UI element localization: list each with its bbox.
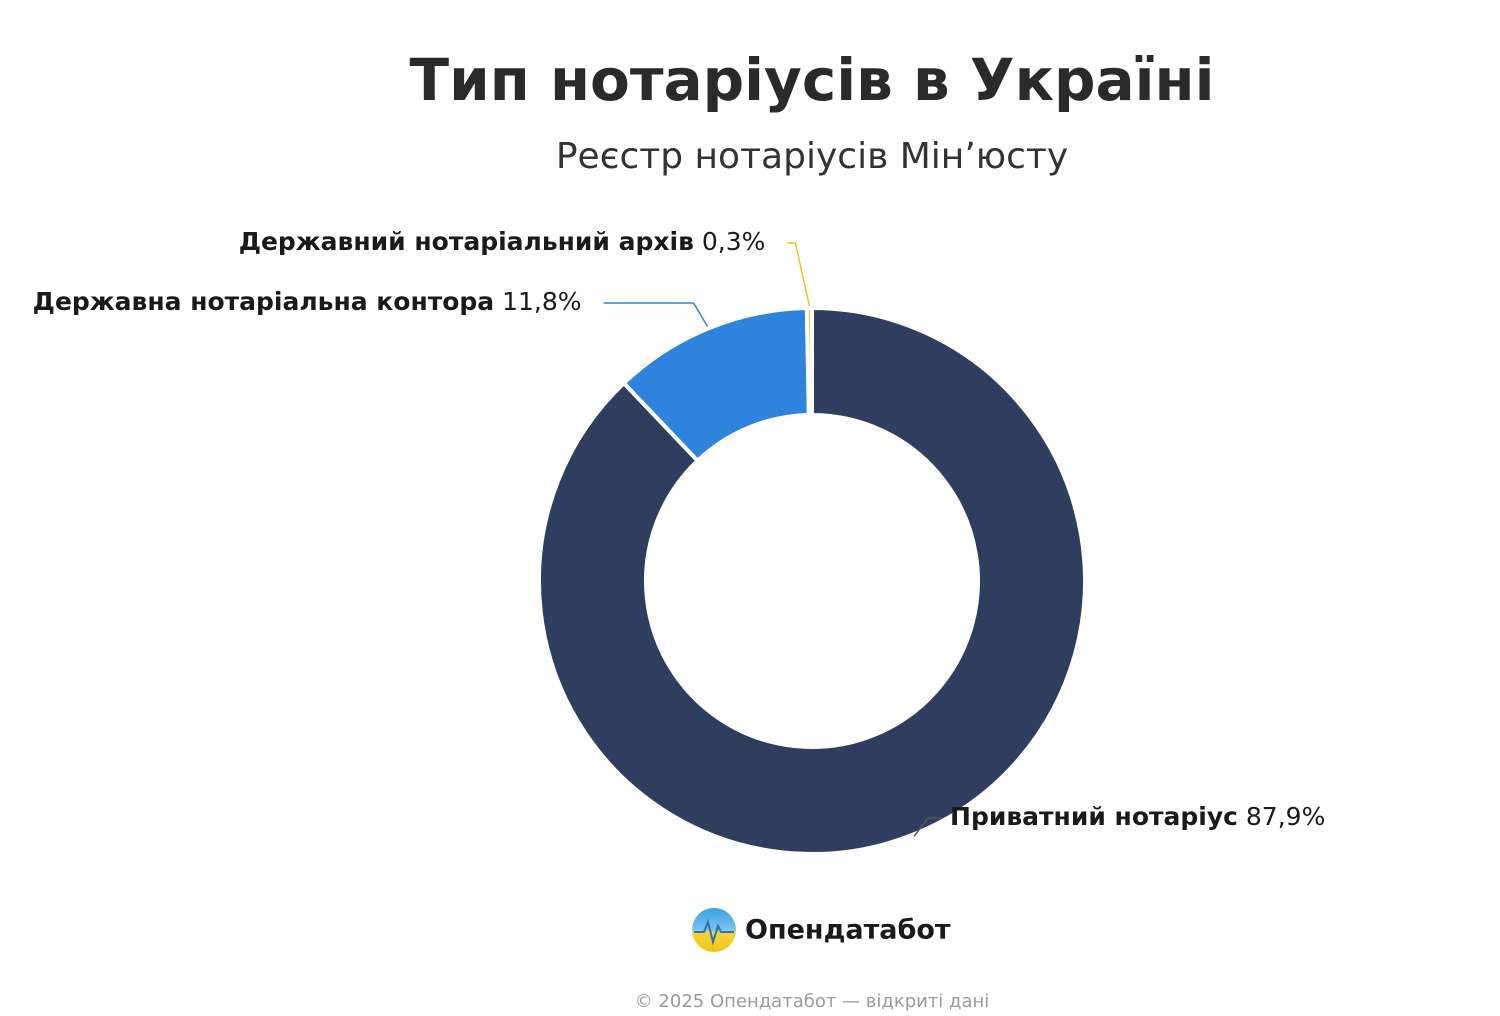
footer: © 2025 Опендатабот — відкриті дані — [635, 991, 990, 1012]
data-label: Державна нотаріальна контора 11,8% — [33, 287, 582, 316]
category-label: Приватний нотаріус — [950, 802, 1238, 831]
logo-text: Опендатабот — [745, 915, 951, 946]
leader-line — [603, 302, 709, 327]
category-label: Державна нотаріальна контора — [33, 287, 495, 316]
chart-subtitle: Реєстр нотаріусів Мінʼюсту — [556, 136, 1068, 177]
logo-pulse — [694, 918, 734, 946]
data-label: Приватний нотаріус 87,9% — [950, 802, 1325, 831]
value-label: 0,3% — [702, 227, 766, 256]
value-label: 87,9% — [1246, 802, 1325, 831]
category-label: Державний нотаріальний архів — [239, 227, 694, 256]
data-label: Державний нотаріальний архів 0,3% — [239, 227, 766, 256]
leader-line — [787, 242, 811, 307]
logo: Опендатабот — [692, 908, 951, 952]
logo-icon — [692, 908, 736, 952]
leader-line — [913, 817, 943, 837]
chart-title: Тип нотаріусів в Україні — [410, 46, 1215, 114]
donut-slice — [537, 306, 1087, 856]
value-label: 11,8% — [502, 287, 581, 316]
donut-slice — [804, 305, 814, 418]
